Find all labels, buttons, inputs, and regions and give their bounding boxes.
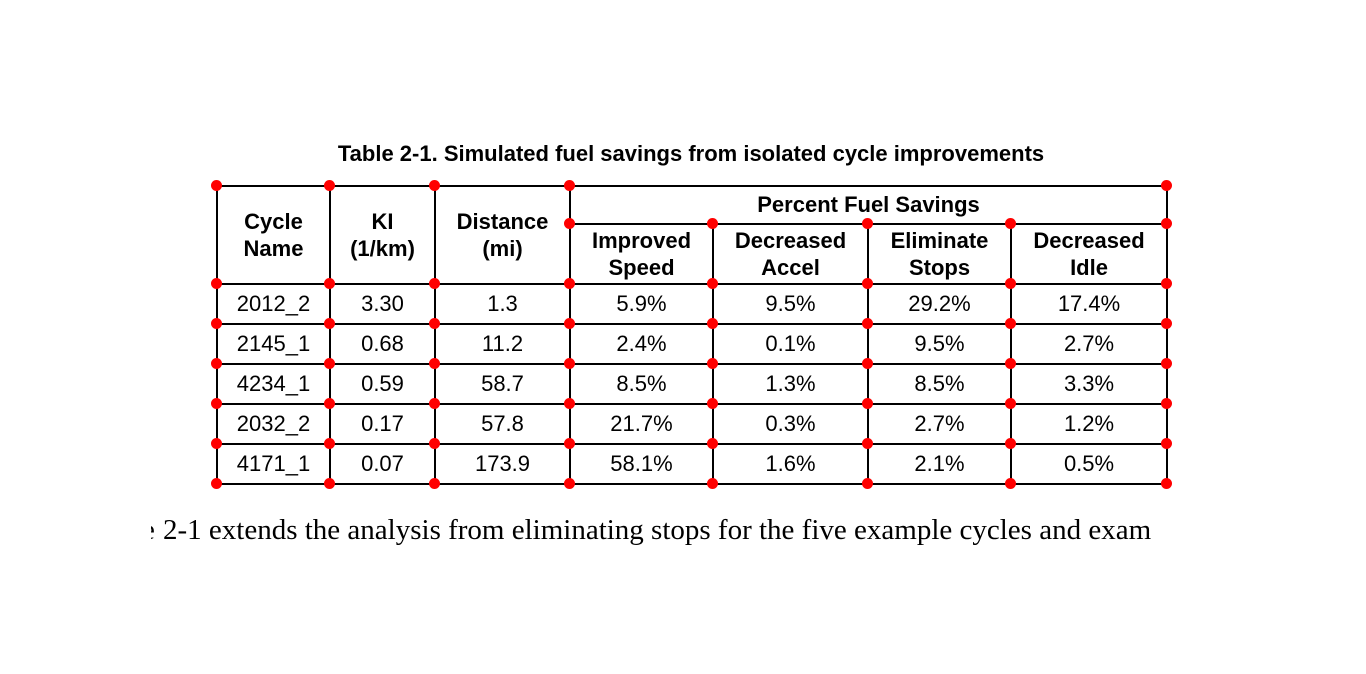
table-cell: 4171_1 (216, 443, 331, 485)
table-title: Table 2-1. Simulated fuel savings from i… (337, 141, 1045, 166)
col-header-ki: KI (1/km) (329, 185, 436, 285)
table-cell: 2.4% (569, 323, 714, 365)
table-cell: 173.9 (434, 443, 571, 485)
col-header-cycle-name: Cycle Name (216, 185, 331, 285)
table-row: 2012_2 3.30 1.3 5.9% 9.5% 29.2% 17.4% (216, 283, 1169, 325)
table-cell: 3.3% (1009, 363, 1169, 405)
table-cell: 8.5% (867, 363, 1012, 405)
table-cell: 1.6% (712, 443, 869, 485)
table-cell: 58.7 (434, 363, 571, 405)
data-table: Cycle Name KI (1/km) Distance (mi) Perce… (216, 185, 1169, 485)
table-row: 4234_1 0.59 58.7 8.5% 1.3% 8.5% 3.3% (216, 363, 1169, 405)
table-cell: 2012_2 (216, 283, 331, 325)
table-cell: 29.2% (867, 283, 1012, 325)
col-header-decreased-accel: Decreased Accel (712, 223, 869, 285)
table-cell: 0.3% (712, 403, 869, 445)
table-cell: 0.07 (329, 443, 436, 485)
table-cell: 9.5% (712, 283, 869, 325)
table-cell: 57.8 (434, 403, 571, 445)
table-cell: 8.5% (569, 363, 714, 405)
header-row-sub: Improved Speed Decreased Accel Eliminate… (217, 223, 1169, 285)
table-cell: 1.2% (1009, 403, 1169, 445)
table-row: 4171_1 0.07 173.9 58.1% 1.6% 2.1% 0.5% (216, 443, 1169, 485)
col-header-distance: Distance (mi) (434, 185, 571, 285)
paragraph-text: e2-1 extends the analysis from eliminati… (151, 512, 1151, 548)
header-row-group: Cycle Name KI (1/km) Distance (mi) Perce… (216, 185, 1169, 285)
col-group-header-percent-fuel-savings: Percent Fuel Savings (568, 185, 1169, 225)
table-cell: 3.30 (329, 283, 436, 325)
table-cell: 0.59 (329, 363, 436, 405)
paragraph-line: 2-1 extends the analysis from eliminatin… (163, 514, 1152, 546)
table-cell: 11.2 (434, 323, 571, 365)
col-header-decreased-idle: Decreased Idle (1009, 223, 1169, 285)
table-cell: 0.68 (329, 323, 436, 365)
cropped-letter-fragment: e (151, 512, 156, 546)
table-row: 2032_2 0.17 57.8 21.7% 0.3% 2.7% 1.2% (216, 403, 1169, 445)
table-row: 2145_1 0.68 11.2 2.4% 0.1% 9.5% 2.7% (216, 323, 1169, 365)
fuel-savings-table: Cycle Name KI (1/km) Distance (mi) Perce… (210, 179, 1172, 489)
table-cell: 9.5% (867, 323, 1012, 365)
table-cell: 2032_2 (216, 403, 331, 445)
table-cell: 2.7% (1009, 323, 1169, 365)
table-cell: 1.3% (712, 363, 869, 405)
table-cell: 0.1% (712, 323, 869, 365)
col-header-improved-speed: Improved Speed (569, 223, 714, 285)
table-cell: 21.7% (569, 403, 714, 445)
table-cell: 1.3 (434, 283, 571, 325)
table-cell: 0.17 (329, 403, 436, 445)
table-cell: 17.4% (1009, 283, 1169, 325)
col-header-eliminate-stops: Eliminate Stops (867, 223, 1012, 285)
table-cell: 2145_1 (216, 323, 331, 365)
table-cell: 2.7% (867, 403, 1012, 445)
table-cell: 0.5% (1009, 443, 1169, 485)
table-cell: 2.1% (867, 443, 1012, 485)
table-cell: 4234_1 (216, 363, 331, 405)
table-cell: 5.9% (569, 283, 714, 325)
table-cell: 58.1% (569, 443, 714, 485)
